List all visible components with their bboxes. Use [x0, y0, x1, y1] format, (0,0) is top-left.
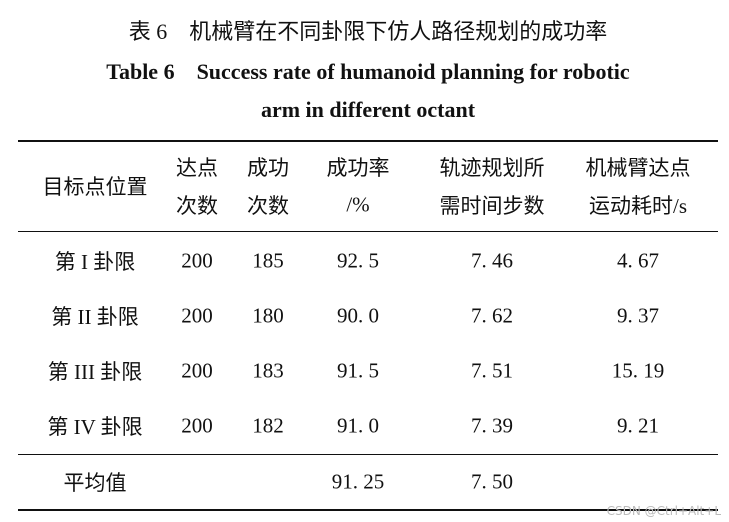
header-rule — [18, 231, 718, 232]
table-cell: 7. 51 — [471, 358, 513, 383]
header-cell: 机械臂达点 — [585, 156, 691, 180]
bottom-rule — [18, 509, 718, 511]
average-label: 平均值 — [63, 471, 127, 495]
table-cell: 90. 0 — [337, 303, 379, 328]
table-cell: 7. 62 — [471, 303, 513, 328]
table-cell: 7. 46 — [471, 248, 513, 273]
average-success-rate: 91. 25 — [331, 469, 385, 494]
table-cell: 180 — [252, 303, 284, 328]
table-cell: 200 — [181, 248, 213, 273]
title-en: arm in different octant — [260, 97, 476, 122]
table-cell: 91. 0 — [337, 413, 379, 438]
table-cell: 第 IV 卦限 — [47, 415, 143, 439]
header-cell: 运动耗时/s — [588, 194, 688, 218]
table-cell: 200 — [181, 303, 213, 328]
header-cell: 达点 — [176, 156, 218, 180]
table-cell: 91. 5 — [337, 358, 379, 383]
header-cell: 需时间步数 — [439, 194, 545, 218]
table-cell: 4. 67 — [617, 248, 659, 273]
table-cell: 第 II 卦限 — [51, 305, 139, 329]
table-cell: 200 — [181, 358, 213, 383]
title-cn: 表 6 机械臂在不同卦限下仿人路径规划的成功率 — [128, 19, 608, 44]
table-cell: 200 — [181, 413, 213, 438]
table-cell: 183 — [252, 358, 284, 383]
title-en: Table 6 Success rate of humanoid plannin… — [106, 59, 630, 84]
header-cell: 次数 — [247, 194, 289, 218]
header-cell: 次数 — [176, 194, 218, 218]
table-cell: 15. 19 — [611, 358, 665, 383]
table-cell: 185 — [252, 248, 284, 273]
table-cell: 9. 21 — [617, 413, 659, 438]
header-cell: 目标点位置 — [42, 175, 148, 199]
table-cell: 92. 5 — [337, 248, 379, 273]
average-rule — [18, 454, 718, 455]
top-rule — [18, 140, 718, 142]
table-cell: 第 I 卦限 — [54, 250, 136, 274]
average-steps: 7. 50 — [471, 469, 513, 494]
header-cell: /% — [346, 192, 370, 217]
table-cell: 9. 37 — [617, 303, 659, 328]
header-cell: 成功率 — [326, 156, 390, 180]
table-cell: 182 — [252, 413, 284, 438]
header-cell: 轨迹规划所 — [439, 156, 545, 180]
table-cell: 第 III 卦限 — [47, 360, 143, 384]
watermark: CSDN @Ctrl+Alt+L — [606, 504, 721, 518]
header-cell: 成功 — [247, 156, 289, 180]
table-cell: 7. 39 — [471, 413, 513, 438]
